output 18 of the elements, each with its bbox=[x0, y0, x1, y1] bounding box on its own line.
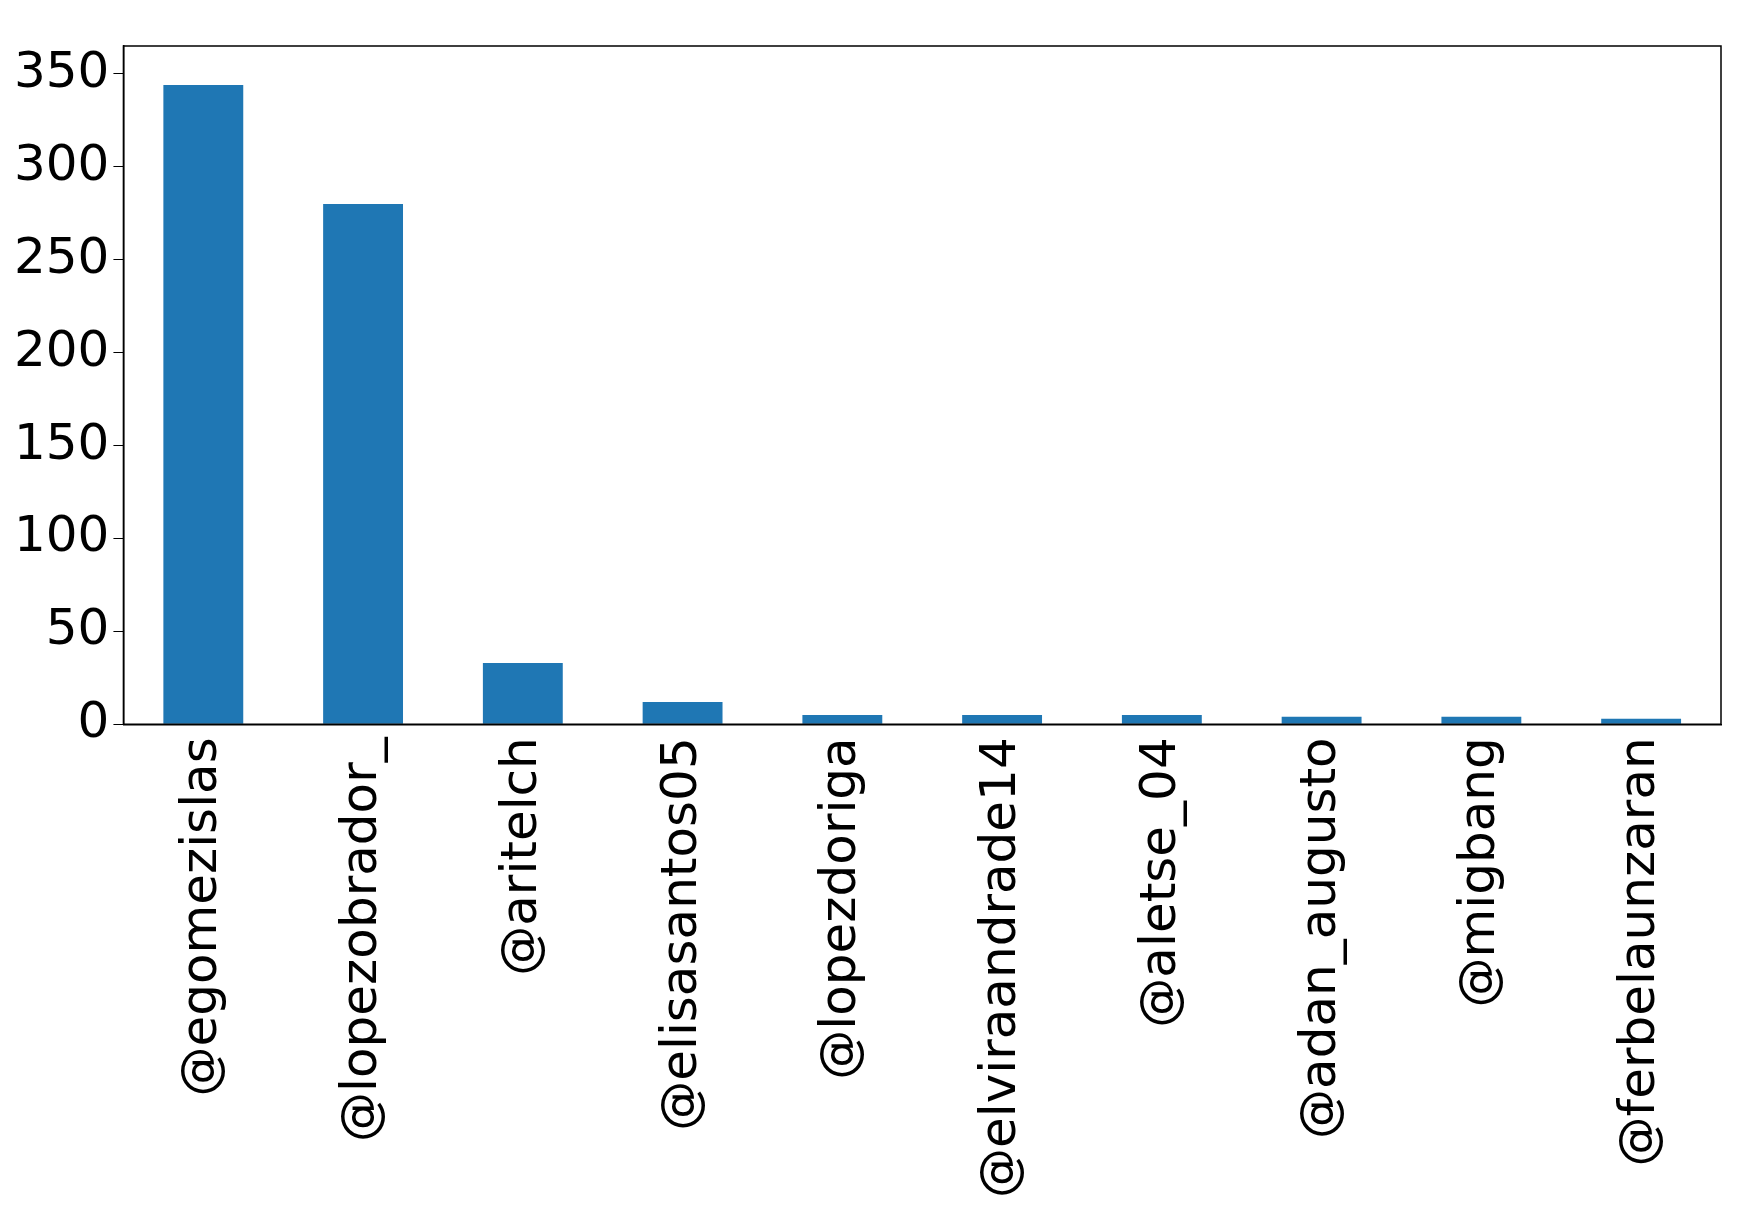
x-tick-label: @elviraandrade14 bbox=[969, 737, 1028, 1198]
y-tick-label: 100 bbox=[14, 505, 110, 564]
x-tick-label: @egomezislas bbox=[170, 737, 229, 1097]
x-tick-label: @migbang bbox=[1448, 737, 1507, 1008]
y-tick-label: 0 bbox=[77, 691, 110, 750]
y-tick-label: 250 bbox=[14, 226, 110, 285]
x-tick-label: @ferbelaunzaran bbox=[1608, 737, 1667, 1167]
x-tick-label: @adan_augusto bbox=[1288, 737, 1347, 1139]
y-tick-label: 50 bbox=[45, 598, 110, 657]
y-tick-label: 150 bbox=[14, 412, 110, 471]
x-tick-label: @aletse_04 bbox=[1128, 737, 1187, 1028]
x-tick-label: @aritelch bbox=[489, 737, 548, 976]
x-tick-label: @elisasantos05 bbox=[649, 737, 708, 1131]
y-tick-label: 350 bbox=[14, 40, 110, 99]
x-tick-label: @lopezobrador_ bbox=[330, 736, 389, 1142]
y-tick-label: 200 bbox=[14, 319, 110, 378]
y-tick-label: 300 bbox=[14, 133, 110, 192]
x-tick-label: @lopezdoriga bbox=[809, 737, 868, 1080]
